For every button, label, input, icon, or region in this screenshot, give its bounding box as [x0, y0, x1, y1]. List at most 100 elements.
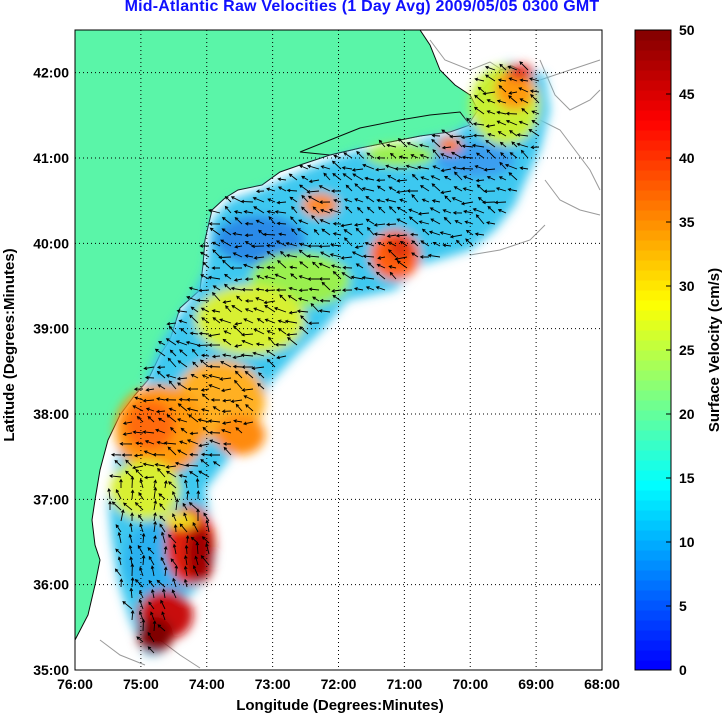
velocity-arrow	[167, 357, 177, 368]
velocity-arrow	[244, 241, 254, 247]
velocity-arrow	[508, 77, 518, 82]
colorbar-tick-label: 30	[679, 278, 695, 294]
velocity-arrow	[318, 262, 331, 269]
velocity-arrow	[139, 590, 144, 599]
velocity-arrow	[341, 166, 353, 170]
colorbar-band	[635, 370, 671, 381]
velocity-arrow	[183, 554, 188, 566]
velocity-arrow	[375, 167, 386, 172]
velocity-arrow	[188, 501, 199, 511]
velocity-arrow	[212, 461, 221, 467]
velocity-arrow	[200, 452, 210, 457]
colorbar-band	[635, 210, 671, 221]
velocity-arrow	[311, 214, 320, 225]
velocity-arrow	[122, 432, 133, 436]
velocity-arrow	[300, 315, 309, 324]
velocity-arrow	[419, 185, 430, 192]
velocity-arrow	[463, 209, 474, 214]
velocity-arrow	[375, 271, 386, 280]
velocity-arrow	[220, 388, 232, 393]
velocity-arrow	[312, 206, 320, 214]
velocity-arrow	[224, 205, 232, 214]
velocity-arrow	[258, 372, 265, 379]
velocity-arrow	[453, 171, 463, 181]
velocity-arrow	[257, 382, 265, 390]
velocity-arrow	[441, 145, 452, 150]
lon-tick-label: 70:00	[452, 676, 488, 692]
velocity-arrow	[130, 609, 135, 621]
velocity-arrow	[208, 343, 221, 347]
velocity-arrow	[251, 244, 265, 249]
velocity-arrow	[278, 232, 287, 237]
velocity-arrow	[486, 149, 496, 159]
velocity-arrow	[241, 339, 254, 346]
velocity-arrow	[150, 588, 155, 599]
velocity-arrow	[266, 187, 276, 192]
velocity-arrow	[266, 243, 276, 248]
colorbar-band	[635, 290, 671, 301]
velocity-arrow	[287, 336, 298, 346]
velocity-arrow	[440, 190, 452, 195]
velocity-arrow	[331, 289, 342, 293]
velocity-arrow	[135, 469, 144, 478]
x-axis-label: Longitude (Degrees:Minutes)	[236, 697, 444, 714]
velocity-arrow	[332, 294, 342, 302]
velocity-arrow	[212, 317, 221, 324]
velocity-arrow	[157, 341, 166, 346]
velocity-arrow	[160, 599, 166, 610]
velocity-arrow	[266, 330, 276, 335]
velocity-arrow	[364, 241, 375, 247]
velocity-arrow	[356, 150, 364, 159]
velocity-arrow	[198, 443, 210, 448]
velocity-arrow	[198, 331, 210, 336]
velocity-arrow	[387, 175, 397, 181]
velocity-arrow	[419, 255, 430, 259]
velocity-arrow	[122, 421, 133, 425]
velocity-arrow	[111, 501, 122, 511]
velocity-arrow	[166, 414, 177, 423]
velocity-arrow	[307, 244, 320, 248]
velocity-arrow	[483, 167, 496, 172]
velocity-arrow	[417, 165, 430, 170]
velocity-arrow	[244, 233, 254, 238]
velocity-arrow	[219, 377, 232, 381]
velocity-arrow	[484, 65, 496, 71]
velocity-arrow	[442, 209, 452, 214]
velocity-arrow	[208, 222, 221, 226]
velocity-arrow	[192, 361, 199, 368]
y-axis-label: Latitude (Degrees:Minutes)	[1, 248, 18, 441]
velocity-arrow	[160, 531, 166, 544]
velocity-arrow	[307, 195, 320, 203]
velocity-arrow	[483, 189, 496, 194]
velocity-arrow	[128, 533, 133, 544]
colorbar-band	[635, 170, 671, 181]
velocity-arrow	[410, 232, 419, 237]
velocity-arrow	[172, 543, 177, 555]
velocity-arrow	[199, 244, 209, 248]
velocity-arrow	[365, 218, 375, 225]
velocity-arrow	[289, 265, 298, 270]
velocity-arrow	[420, 176, 430, 181]
velocity-arrow	[264, 275, 276, 280]
velocity-arrow	[172, 513, 177, 522]
velocity-arrow	[440, 153, 452, 159]
velocity-arrow	[157, 624, 166, 632]
velocity-arrow	[211, 266, 220, 270]
velocity-arrow	[186, 490, 190, 500]
velocity-arrow	[389, 152, 397, 159]
longitude-ticks: 76:00 75:00 74:00 73:00 72:00 71:00 70:00 69:00…	[57, 676, 620, 692]
velocity-arrow	[323, 172, 331, 181]
velocity-arrow	[241, 287, 254, 292]
velocity-arrow	[465, 229, 474, 236]
velocity-arrow	[452, 166, 463, 170]
velocity-arrow	[367, 261, 375, 269]
colorbar-band	[635, 260, 671, 271]
lat-tick-label: 37:00	[33, 491, 69, 507]
velocity-arrow	[420, 240, 430, 247]
velocity-arrow	[297, 297, 309, 302]
velocity-arrow	[174, 564, 179, 577]
colorbar-band	[635, 50, 671, 61]
velocity-arrow	[377, 256, 386, 260]
velocity-arrow	[255, 342, 265, 347]
colorbar-band	[635, 470, 671, 481]
